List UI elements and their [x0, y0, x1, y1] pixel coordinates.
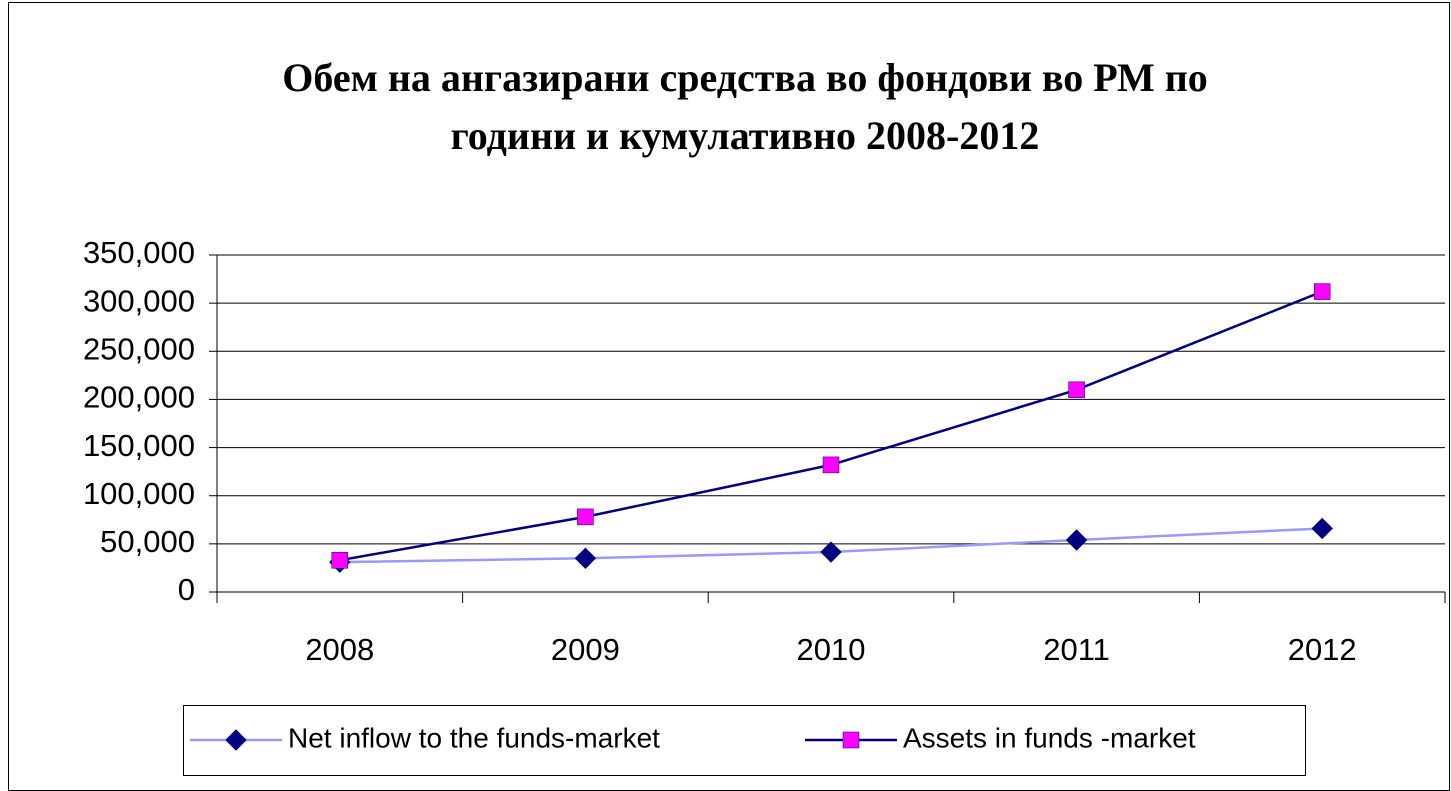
x-tick-label: 2009	[551, 632, 620, 667]
legend-label: Net inflow to the funds-market	[288, 722, 660, 753]
data-point	[331, 551, 349, 569]
legend-box	[183, 705, 1306, 776]
legend-marker	[225, 729, 247, 751]
data-point	[1311, 517, 1333, 540]
y-tick-label: 150,000	[83, 428, 195, 463]
data-point	[1068, 381, 1085, 399]
y-tick-label: 100,000	[83, 476, 195, 511]
y-tick-label: 250,000	[83, 331, 195, 366]
x-tick-label: 2008	[305, 632, 374, 667]
y-tick-label: 200,000	[83, 380, 195, 415]
data-point	[820, 541, 842, 563]
y-tick-label: 50,000	[100, 524, 195, 559]
data-point	[574, 547, 597, 570]
y-tick-label: 300,000	[83, 283, 195, 318]
legend-label: Assets in funds -market	[903, 722, 1196, 753]
data-point	[1065, 529, 1088, 551]
chart-title: Обем на ангазирани средства во фондови в…	[282, 55, 1208, 100]
x-tick-label: 2012	[1288, 632, 1357, 667]
y-tick-label: 0	[178, 572, 195, 607]
data-point	[1313, 283, 1331, 300]
data-point	[822, 456, 840, 474]
legend-marker	[842, 731, 860, 749]
data-point	[577, 508, 594, 526]
x-tick-label: 2011	[1043, 632, 1110, 667]
chart-frame	[8, 2, 1450, 791]
y-tick-label: 350,000	[83, 235, 195, 270]
chart-title: години и кумулативно 2008-2012	[451, 113, 1040, 158]
x-tick-label: 2010	[797, 632, 866, 667]
